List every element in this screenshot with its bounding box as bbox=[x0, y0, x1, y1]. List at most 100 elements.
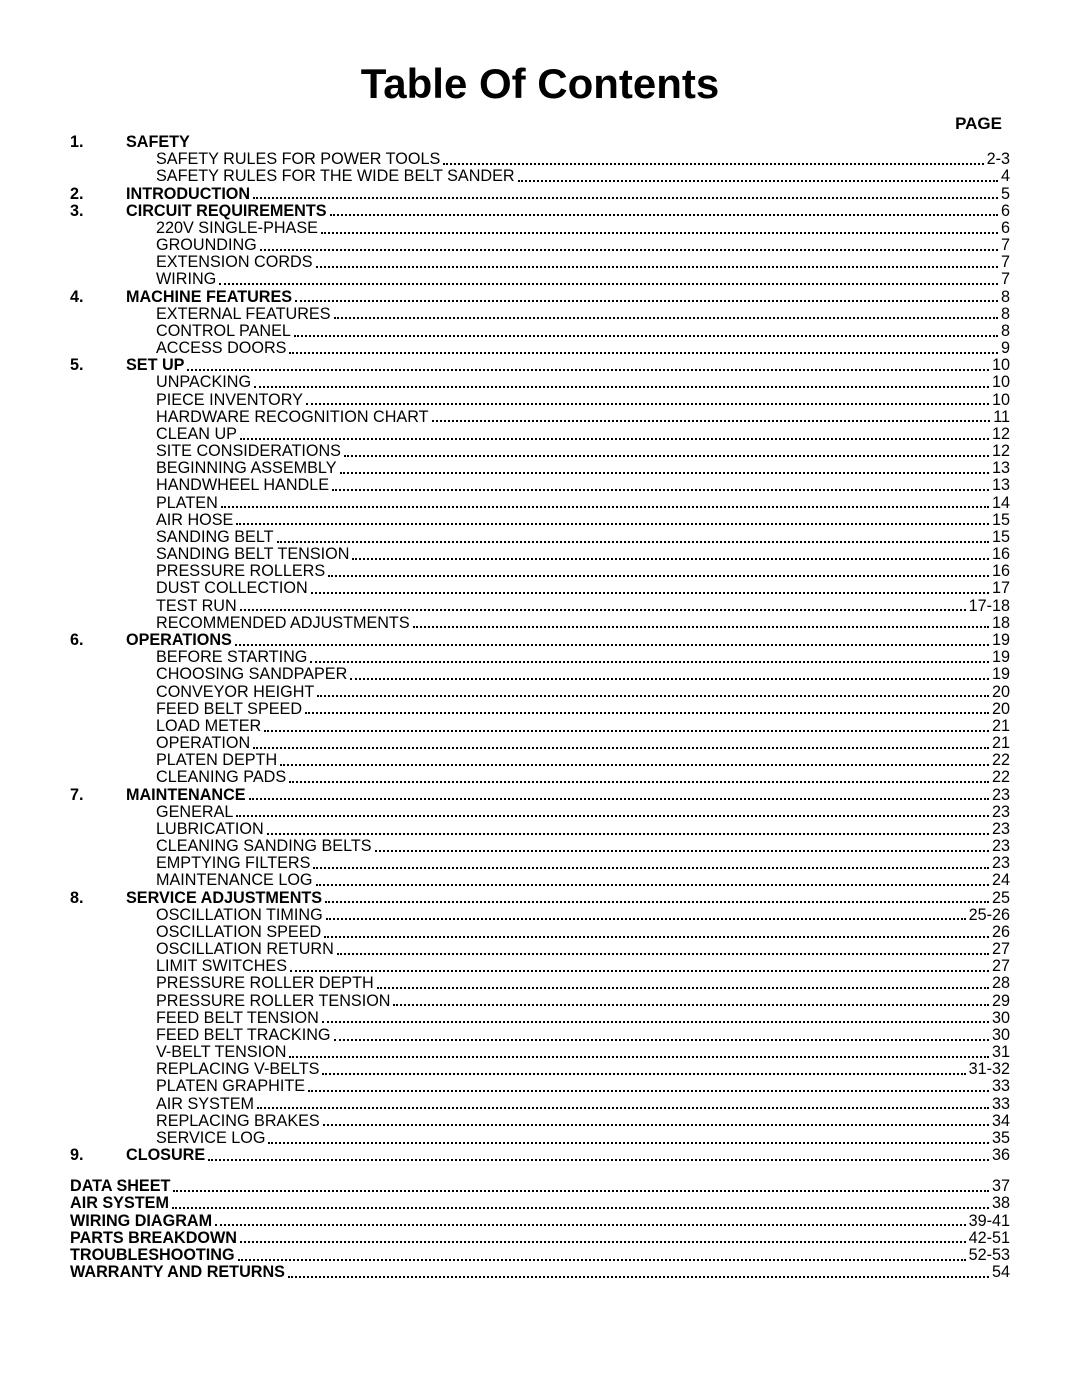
toc-label: EXTERNAL FEATURES bbox=[126, 306, 331, 323]
toc-page-number: 5 bbox=[1001, 186, 1010, 203]
toc-page-number: 15 bbox=[992, 529, 1010, 546]
toc-page-number: 10 bbox=[992, 392, 1010, 409]
toc-row: DATA SHEET37 bbox=[70, 1178, 1010, 1195]
toc-page-number: 26 bbox=[992, 924, 1010, 941]
toc-row: SANDING BELT15 bbox=[70, 529, 1010, 546]
toc-leader bbox=[215, 1213, 966, 1227]
toc-page: Table Of Contents PAGE 1.SAFETYSAFETY RU… bbox=[0, 0, 1080, 1397]
toc-row: EXTENSION CORDS7 bbox=[70, 254, 1010, 271]
toc-leader bbox=[313, 855, 989, 869]
toc-label: AIR HOSE bbox=[126, 512, 233, 529]
toc-page-number: 8 bbox=[1001, 306, 1010, 323]
toc-number: 6. bbox=[70, 632, 126, 649]
toc-leader bbox=[295, 289, 998, 303]
toc-row: AIR SYSTEM38 bbox=[70, 1195, 1010, 1212]
toc-row: GENERAL23 bbox=[70, 804, 1010, 821]
toc-label: SAFETY bbox=[126, 134, 190, 151]
toc-row: WIRING7 bbox=[70, 271, 1010, 288]
toc-leader bbox=[321, 220, 998, 234]
toc-label: WARRANTY AND RETURNS bbox=[70, 1264, 285, 1281]
toc-leader bbox=[238, 1247, 966, 1261]
toc-label: OSCILLATION TIMING bbox=[126, 907, 323, 924]
toc-page-number: 18 bbox=[992, 615, 1010, 632]
toc-label: PLATEN GRAPHITE bbox=[126, 1078, 305, 1095]
toc-leader bbox=[328, 563, 989, 577]
toc-page-number: 13 bbox=[992, 477, 1010, 494]
toc-leader bbox=[289, 340, 998, 354]
toc-leader bbox=[316, 872, 989, 886]
toc-row: AIR SYSTEM33 bbox=[70, 1096, 1010, 1113]
toc-label: WIRING DIAGRAM bbox=[70, 1213, 212, 1230]
toc-page-number: 23 bbox=[992, 787, 1010, 804]
toc-label: REPLACING V-BELTS bbox=[126, 1061, 319, 1078]
toc-page-number: 20 bbox=[992, 701, 1010, 718]
toc-label: REPLACING BRAKES bbox=[126, 1113, 320, 1130]
toc-row: 9.CLOSURE36 bbox=[70, 1147, 1010, 1164]
toc-label: LUBRICATION bbox=[126, 821, 264, 838]
toc-row: LOAD METER 21 bbox=[70, 718, 1010, 735]
toc-label: SERVICE LOG bbox=[126, 1130, 265, 1147]
toc-list: 1.SAFETYSAFETY RULES FOR POWER TOOLS2-3S… bbox=[70, 134, 1010, 1164]
toc-page-number: 15 bbox=[992, 512, 1010, 529]
toc-page-number: 19 bbox=[992, 666, 1010, 683]
toc-leader bbox=[236, 512, 989, 526]
toc-page-number: 38 bbox=[992, 1195, 1010, 1212]
toc-row: CONTROL PANEL8 bbox=[70, 323, 1010, 340]
toc-page-number: 19 bbox=[992, 632, 1010, 649]
toc-label: SAFETY RULES FOR THE WIDE BELT SANDER bbox=[126, 168, 515, 185]
toc-label: HANDWHEEL HANDLE bbox=[126, 477, 329, 494]
toc-leader bbox=[350, 666, 989, 680]
toc-label: SANDING BELT TENSION bbox=[126, 546, 349, 563]
toc-label: DATA SHEET bbox=[70, 1178, 170, 1195]
toc-leader bbox=[332, 477, 989, 491]
toc-label: CONVEYOR HEIGHT bbox=[126, 684, 314, 701]
toc-leader bbox=[310, 649, 989, 663]
toc-row: 4.MACHINE FEATURES8 bbox=[70, 289, 1010, 306]
toc-page-number: 42-51 bbox=[969, 1230, 1010, 1247]
toc-label: PIECE INVENTORY bbox=[126, 392, 303, 409]
toc-row: CLEAN UP12 bbox=[70, 426, 1010, 443]
toc-page-number: 2-3 bbox=[987, 151, 1010, 168]
toc-row: REPLACING BRAKES34 bbox=[70, 1113, 1010, 1130]
toc-number: 4. bbox=[70, 289, 126, 306]
toc-page-number: 25-26 bbox=[969, 907, 1010, 924]
toc-leader bbox=[268, 1130, 989, 1144]
toc-page-number: 21 bbox=[992, 718, 1010, 735]
toc-row: CHOOSING SANDPAPER19 bbox=[70, 666, 1010, 683]
toc-leader bbox=[236, 804, 989, 818]
toc-row: SERVICE LOG35 bbox=[70, 1130, 1010, 1147]
toc-page-number: 8 bbox=[1001, 323, 1010, 340]
toc-page-number: 33 bbox=[992, 1078, 1010, 1095]
toc-label: LOAD METER bbox=[126, 718, 261, 735]
toc-leader bbox=[340, 460, 989, 474]
toc-leader bbox=[219, 271, 998, 285]
toc-leader bbox=[267, 821, 989, 835]
toc-leader bbox=[306, 392, 989, 406]
toc-row: GROUNDING7 bbox=[70, 237, 1010, 254]
toc-leader bbox=[240, 1230, 966, 1244]
toc-page-number: 17 bbox=[992, 580, 1010, 597]
toc-leader bbox=[316, 254, 998, 268]
toc-label: 220V SINGLE-PHASE bbox=[126, 220, 318, 237]
toc-leader bbox=[290, 958, 989, 972]
toc-leader bbox=[323, 1113, 989, 1127]
toc-label: OPERATION bbox=[126, 735, 250, 752]
toc-number: 5. bbox=[70, 357, 126, 374]
toc-row: UNPACKING10 bbox=[70, 374, 1010, 391]
toc-label: TEST RUN bbox=[126, 598, 237, 615]
toc-label: TROUBLESHOOTING bbox=[70, 1247, 235, 1264]
toc-row: 5.SET UP10 bbox=[70, 357, 1010, 374]
toc-label: EMPTYING FILTERS bbox=[126, 855, 310, 872]
toc-leader bbox=[377, 975, 989, 989]
toc-leader bbox=[253, 735, 989, 749]
toc-label: PRESSURE ROLLERS bbox=[126, 563, 325, 580]
toc-row: OPERATION21 bbox=[70, 735, 1010, 752]
toc-number: 1. bbox=[70, 134, 126, 151]
toc-row: 3.CIRCUIT REQUIREMENTS6 bbox=[70, 203, 1010, 220]
toc-number: 2. bbox=[70, 186, 126, 203]
toc-row: CLEANING PADS22 bbox=[70, 769, 1010, 786]
toc-leader bbox=[187, 357, 989, 371]
toc-row: OSCILLATION RETURN27 bbox=[70, 941, 1010, 958]
toc-label: PLATEN DEPTH bbox=[126, 752, 277, 769]
toc-label: OSCILLATION RETURN bbox=[126, 941, 334, 958]
